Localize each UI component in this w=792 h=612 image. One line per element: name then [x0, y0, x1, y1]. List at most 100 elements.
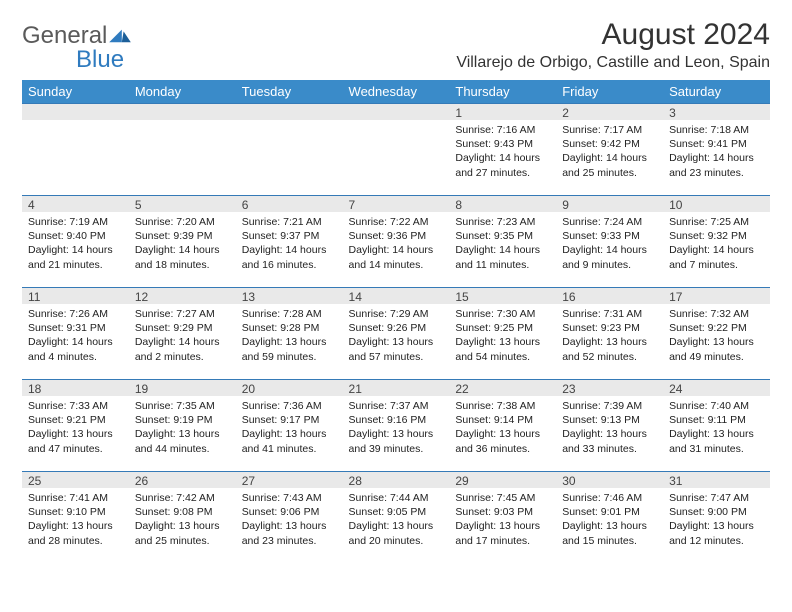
sunset-text: Sunset: 9:21 PM: [28, 413, 123, 427]
weekday-header: Sunday: [22, 80, 129, 104]
calendar-cell: 27Sunrise: 7:43 AMSunset: 9:06 PMDayligh…: [236, 472, 343, 564]
sunrise-text: Sunrise: 7:40 AM: [669, 399, 764, 413]
calendar-table: SundayMondayTuesdayWednesdayThursdayFrid…: [22, 80, 770, 564]
sunset-text: Sunset: 9:11 PM: [669, 413, 764, 427]
sunrise-text: Sunrise: 7:30 AM: [455, 307, 550, 321]
weekday-header: Wednesday: [343, 80, 450, 104]
day-number: 10: [663, 196, 770, 212]
day-number: 3: [663, 104, 770, 120]
brand-part2: Blue: [76, 46, 124, 74]
header: General Blue August 2024 Villarejo de Or…: [22, 18, 770, 74]
day-number: [236, 104, 343, 120]
day-details: Sunrise: 7:35 AMSunset: 9:19 PMDaylight:…: [129, 396, 236, 460]
sunrise-text: Sunrise: 7:28 AM: [242, 307, 337, 321]
calendar-cell: 2Sunrise: 7:17 AMSunset: 9:42 PMDaylight…: [556, 104, 663, 196]
calendar-cell: 31Sunrise: 7:47 AMSunset: 9:00 PMDayligh…: [663, 472, 770, 564]
sunset-text: Sunset: 9:17 PM: [242, 413, 337, 427]
sunrise-text: Sunrise: 7:32 AM: [669, 307, 764, 321]
daylight-text: Daylight: 13 hours and 44 minutes.: [135, 427, 230, 455]
day-number: 21: [343, 380, 450, 396]
sunset-text: Sunset: 9:00 PM: [669, 505, 764, 519]
daylight-text: Daylight: 13 hours and 15 minutes.: [562, 519, 657, 547]
day-number: 23: [556, 380, 663, 396]
calendar-cell: 25Sunrise: 7:41 AMSunset: 9:10 PMDayligh…: [22, 472, 129, 564]
daylight-text: Daylight: 13 hours and 36 minutes.: [455, 427, 550, 455]
day-details: Sunrise: 7:38 AMSunset: 9:14 PMDaylight:…: [449, 396, 556, 460]
calendar-cell: 20Sunrise: 7:36 AMSunset: 9:17 PMDayligh…: [236, 380, 343, 472]
daylight-text: Daylight: 14 hours and 9 minutes.: [562, 243, 657, 271]
sunset-text: Sunset: 9:05 PM: [349, 505, 444, 519]
day-number: 15: [449, 288, 556, 304]
day-details: Sunrise: 7:30 AMSunset: 9:25 PMDaylight:…: [449, 304, 556, 368]
calendar-cell: 23Sunrise: 7:39 AMSunset: 9:13 PMDayligh…: [556, 380, 663, 472]
day-details: Sunrise: 7:36 AMSunset: 9:17 PMDaylight:…: [236, 396, 343, 460]
day-number: 26: [129, 472, 236, 488]
day-details: Sunrise: 7:29 AMSunset: 9:26 PMDaylight:…: [343, 304, 450, 368]
day-details: Sunrise: 7:23 AMSunset: 9:35 PMDaylight:…: [449, 212, 556, 276]
calendar-cell: 24Sunrise: 7:40 AMSunset: 9:11 PMDayligh…: [663, 380, 770, 472]
sunset-text: Sunset: 9:13 PM: [562, 413, 657, 427]
sunrise-text: Sunrise: 7:42 AM: [135, 491, 230, 505]
calendar-week: 25Sunrise: 7:41 AMSunset: 9:10 PMDayligh…: [22, 472, 770, 564]
day-number: 29: [449, 472, 556, 488]
daylight-text: Daylight: 14 hours and 16 minutes.: [242, 243, 337, 271]
sunset-text: Sunset: 9:28 PM: [242, 321, 337, 335]
calendar-page: General Blue August 2024 Villarejo de Or…: [0, 0, 792, 574]
sunset-text: Sunset: 9:42 PM: [562, 137, 657, 151]
day-details: Sunrise: 7:44 AMSunset: 9:05 PMDaylight:…: [343, 488, 450, 552]
day-details: Sunrise: 7:16 AMSunset: 9:43 PMDaylight:…: [449, 120, 556, 184]
sunrise-text: Sunrise: 7:22 AM: [349, 215, 444, 229]
day-number: 24: [663, 380, 770, 396]
weekday-header: Tuesday: [236, 80, 343, 104]
weekday-header: Friday: [556, 80, 663, 104]
sunset-text: Sunset: 9:03 PM: [455, 505, 550, 519]
daylight-text: Daylight: 14 hours and 14 minutes.: [349, 243, 444, 271]
sunrise-text: Sunrise: 7:37 AM: [349, 399, 444, 413]
sunset-text: Sunset: 9:29 PM: [135, 321, 230, 335]
weekday-header: Monday: [129, 80, 236, 104]
sunrise-text: Sunrise: 7:19 AM: [28, 215, 123, 229]
calendar-cell: [343, 104, 450, 196]
brand-logo: General Blue: [22, 22, 142, 74]
calendar-cell: 29 Sunrise: 7:45 AMSunset: 9:03 PMDayligh…: [449, 472, 556, 564]
day-number: 14: [343, 288, 450, 304]
calendar-cell: 12Sunrise: 7:27 AMSunset: 9:29 PMDayligh…: [129, 288, 236, 380]
calendar-cell: 28Sunrise: 7:44 AMSunset: 9:05 PMDayligh…: [343, 472, 450, 564]
day-details: Sunrise: 7:21 AMSunset: 9:37 PMDaylight:…: [236, 212, 343, 276]
sunset-text: Sunset: 9:36 PM: [349, 229, 444, 243]
day-number: 12: [129, 288, 236, 304]
calendar-week: 1Sunrise: 7:16 AMSunset: 9:43 PMDaylight…: [22, 104, 770, 196]
daylight-text: Daylight: 13 hours and 49 minutes.: [669, 335, 764, 363]
daylight-text: Daylight: 13 hours and 47 minutes.: [28, 427, 123, 455]
sunrise-text: Sunrise: 7:17 AM: [562, 123, 657, 137]
sunrise-text: Sunrise: 7:20 AM: [135, 215, 230, 229]
sunset-text: Sunset: 9:25 PM: [455, 321, 550, 335]
day-number: 20: [236, 380, 343, 396]
sunset-text: Sunset: 9:39 PM: [135, 229, 230, 243]
calendar-cell: [236, 104, 343, 196]
calendar-week: 4Sunrise: 7:19 AMSunset: 9:40 PMDaylight…: [22, 196, 770, 288]
daylight-text: Daylight: 13 hours and 12 minutes.: [669, 519, 764, 547]
day-number: 28: [343, 472, 450, 488]
day-number: 11: [22, 288, 129, 304]
daylight-text: Daylight: 13 hours and 17 minutes.: [455, 519, 550, 547]
daylight-text: Daylight: 13 hours and 57 minutes.: [349, 335, 444, 363]
weekday-header: Thursday: [449, 80, 556, 104]
day-number: 13: [236, 288, 343, 304]
sunrise-text: Sunrise: 7:45 AM: [455, 491, 550, 505]
day-details: Sunrise: 7:37 AMSunset: 9:16 PMDaylight:…: [343, 396, 450, 460]
day-details: Sunrise: 7:32 AMSunset: 9:22 PMDaylight:…: [663, 304, 770, 368]
calendar-cell: [22, 104, 129, 196]
sunrise-text: Sunrise: 7:46 AM: [562, 491, 657, 505]
sunrise-text: Sunrise: 7:25 AM: [669, 215, 764, 229]
calendar-cell: 9Sunrise: 7:24 AMSunset: 9:33 PMDaylight…: [556, 196, 663, 288]
day-number: 31: [663, 472, 770, 488]
sunset-text: Sunset: 9:19 PM: [135, 413, 230, 427]
day-number: 1: [449, 104, 556, 120]
daylight-text: Daylight: 13 hours and 39 minutes.: [349, 427, 444, 455]
day-details: Sunrise: 7:17 AMSunset: 9:42 PMDaylight:…: [556, 120, 663, 184]
calendar-cell: 16Sunrise: 7:31 AMSunset: 9:23 PMDayligh…: [556, 288, 663, 380]
sunset-text: Sunset: 9:10 PM: [28, 505, 123, 519]
sunset-text: Sunset: 9:08 PM: [135, 505, 230, 519]
sunset-text: Sunset: 9:14 PM: [455, 413, 550, 427]
